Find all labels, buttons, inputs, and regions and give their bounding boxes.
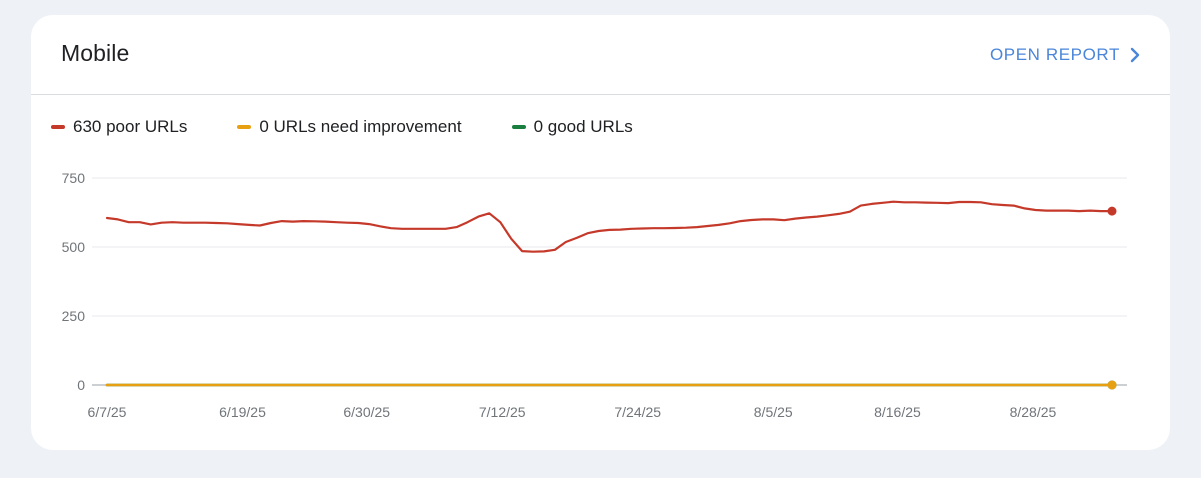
legend-label-good: 0 good URLs — [533, 117, 633, 136]
card-title: Mobile — [61, 40, 130, 66]
chevron-right-icon — [1130, 47, 1140, 63]
x-tick-label-6-7-25: 6/7/25 — [88, 404, 127, 420]
series-line-poor-urls — [105, 200, 1114, 253]
legend-item-good[interactable]: 0 good URLs — [511, 117, 633, 137]
chart-legend: 630 poor URLs 0 URLs need improvement 0 … — [51, 116, 683, 138]
x-tick-label-7-24-25: 7/24/25 — [614, 404, 661, 420]
legend-label-poor: 630 poor URLs — [73, 117, 188, 136]
series-end-point-urls-need-improvement — [1107, 380, 1117, 390]
legend-item-poor[interactable]: 630 poor URLs — [51, 117, 187, 137]
legend-swatch-good — [511, 125, 526, 129]
x-tick-label-8-28-25: 8/28/25 — [1010, 404, 1057, 420]
x-tick-label-8-16-25: 8/16/25 — [874, 404, 921, 420]
series-end-point-poor-urls — [1107, 206, 1117, 216]
x-tick-label-6-30-25: 6/30/25 — [343, 404, 390, 420]
legend-item-needs-improvement[interactable]: 0 URLs need improvement — [237, 117, 462, 137]
mobile-report-card: Mobile OPEN REPORT 630 poor URLs 0 URLs … — [31, 15, 1170, 450]
legend-label-needs-improvement: 0 URLs need improvement — [259, 117, 462, 136]
y-tick-label-500: 500 — [62, 239, 86, 255]
y-tick-label-0: 0 — [77, 377, 85, 393]
line-chart: 0 250 500 750 6/7/25 6/19/25 6/30/25 7/12/25 7/2… — [62, 170, 1127, 420]
card-header: Mobile OPEN REPORT — [31, 15, 1170, 95]
open-report-label: OPEN REPORT — [989, 45, 1120, 64]
x-tick-label-8-5-25: 8/5/25 — [754, 404, 793, 420]
y-tick-label-750: 750 — [62, 170, 86, 186]
y-tick-label-250: 250 — [62, 308, 86, 324]
legend-swatch-needs-improvement — [237, 125, 252, 129]
x-tick-label-6-19-25: 6/19/25 — [219, 404, 266, 420]
open-report-link[interactable]: OPEN REPORT — [990, 45, 1140, 65]
legend-swatch-poor — [51, 125, 65, 129]
x-tick-label-7-12-25: 7/12/25 — [479, 404, 526, 420]
